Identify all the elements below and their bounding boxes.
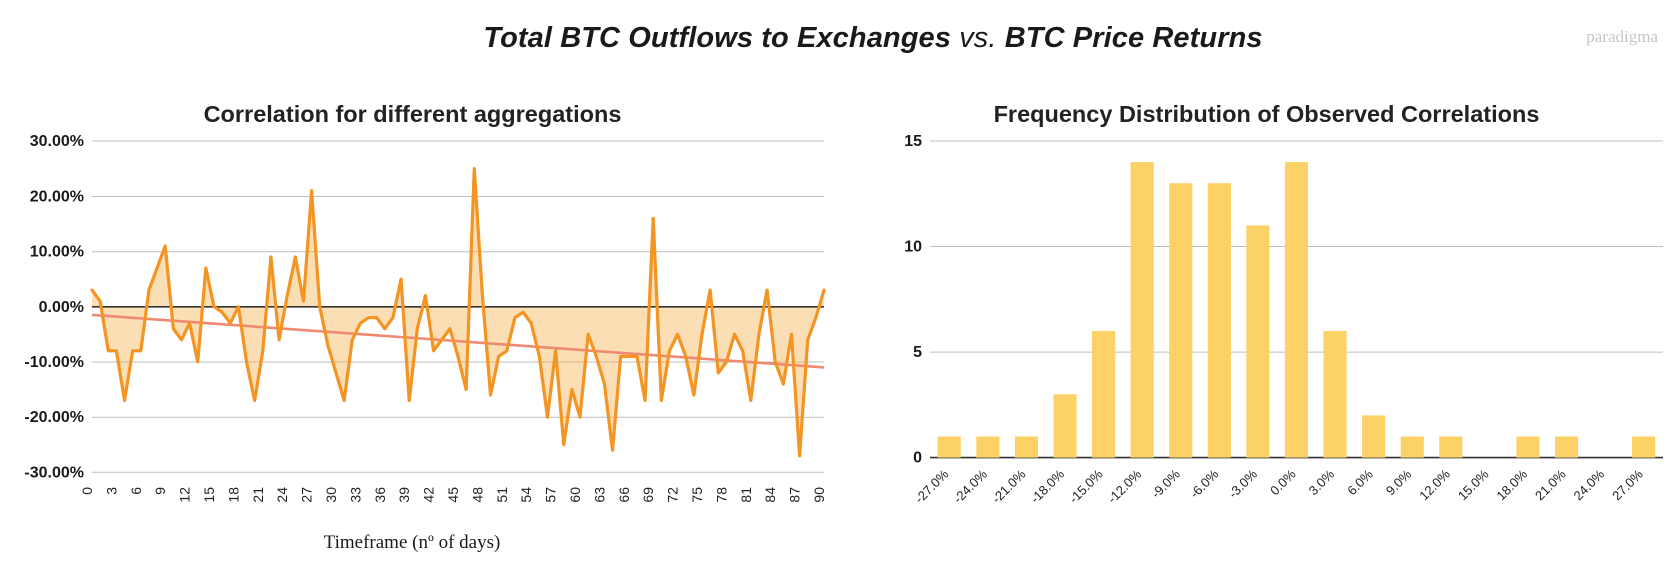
- svg-text:36: 36: [372, 487, 388, 503]
- svg-text:-15.0%: -15.0%: [1066, 466, 1106, 506]
- svg-text:24.0%: 24.0%: [1571, 466, 1608, 503]
- svg-text:5: 5: [913, 344, 922, 361]
- svg-text:69: 69: [640, 487, 656, 503]
- svg-text:54: 54: [518, 487, 534, 503]
- svg-text:18: 18: [225, 487, 241, 503]
- svg-text:-10.00%: -10.00%: [24, 354, 84, 371]
- svg-text:20.00%: 20.00%: [30, 189, 84, 206]
- svg-text:30: 30: [323, 487, 339, 503]
- svg-text:45: 45: [445, 487, 461, 503]
- svg-text:-12.0%: -12.0%: [1105, 466, 1145, 506]
- svg-text:75: 75: [689, 487, 705, 503]
- svg-text:72: 72: [665, 487, 681, 503]
- svg-text:0.0%: 0.0%: [1267, 466, 1299, 498]
- svg-text:30.00%: 30.00%: [30, 133, 84, 150]
- svg-text:15: 15: [201, 487, 217, 503]
- svg-text:-21.0%: -21.0%: [989, 466, 1029, 506]
- svg-text:-20.00%: -20.00%: [24, 409, 84, 426]
- svg-text:-9.0%: -9.0%: [1148, 466, 1183, 501]
- svg-text:39: 39: [396, 487, 412, 503]
- svg-text:-6.0%: -6.0%: [1187, 466, 1222, 501]
- svg-text:12: 12: [177, 487, 193, 503]
- svg-text:24: 24: [274, 487, 290, 503]
- svg-text:78: 78: [713, 487, 729, 503]
- svg-text:9: 9: [152, 487, 168, 495]
- svg-text:3.0%: 3.0%: [1306, 466, 1338, 498]
- svg-text:81: 81: [738, 487, 754, 503]
- svg-text:-24.0%: -24.0%: [950, 466, 990, 506]
- svg-text:0.00%: 0.00%: [39, 299, 84, 316]
- svg-text:-27.0%: -27.0%: [912, 466, 952, 506]
- svg-text:12.0%: 12.0%: [1416, 466, 1453, 503]
- svg-text:Timeframe (nº of days): Timeframe (nº of days): [324, 532, 501, 553]
- svg-text:90: 90: [811, 487, 827, 503]
- svg-text:84: 84: [762, 487, 778, 503]
- svg-text:27: 27: [299, 487, 315, 503]
- svg-text:6.0%: 6.0%: [1344, 466, 1376, 498]
- svg-text:-30.00%: -30.00%: [24, 464, 84, 481]
- svg-text:51: 51: [494, 487, 510, 503]
- svg-text:63: 63: [591, 487, 607, 503]
- svg-text:27.0%: 27.0%: [1609, 466, 1646, 503]
- svg-text:42: 42: [421, 487, 437, 503]
- svg-text:87: 87: [787, 487, 803, 503]
- svg-text:15: 15: [904, 133, 922, 150]
- svg-text:0: 0: [79, 487, 95, 495]
- svg-text:-3.0%: -3.0%: [1225, 466, 1260, 501]
- svg-text:10.00%: 10.00%: [30, 244, 84, 261]
- svg-text:10: 10: [904, 239, 922, 256]
- svg-text:18.0%: 18.0%: [1493, 466, 1530, 503]
- svg-text:48: 48: [469, 487, 485, 503]
- svg-text:21: 21: [250, 487, 266, 503]
- svg-text:9.0%: 9.0%: [1383, 466, 1415, 498]
- svg-text:3: 3: [103, 487, 119, 495]
- svg-text:-18.0%: -18.0%: [1027, 466, 1067, 506]
- svg-text:15.0%: 15.0%: [1455, 466, 1492, 503]
- svg-text:66: 66: [616, 487, 632, 503]
- svg-text:60: 60: [567, 487, 583, 503]
- svg-text:6: 6: [128, 487, 144, 495]
- svg-text:0: 0: [913, 450, 922, 467]
- svg-text:21.0%: 21.0%: [1532, 466, 1569, 503]
- svg-text:57: 57: [543, 487, 559, 503]
- svg-text:33: 33: [347, 487, 363, 503]
